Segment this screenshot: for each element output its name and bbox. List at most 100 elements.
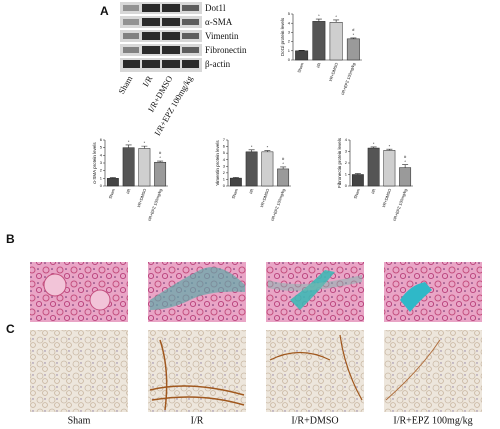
error-bar [157,160,164,163]
x-tick-label: I/R [370,188,376,195]
y-tick-label: 1 [100,175,103,180]
panel-a-blot [120,2,202,72]
y-tick-label: 5 [223,150,226,155]
panel-label: A [100,4,109,18]
y-tick-label: 7 [223,137,226,142]
significance-star: * [159,155,161,160]
significance-star: * [128,139,130,144]
protein-label: α-SMA [205,17,233,27]
x-tick-label: I/R [125,188,131,195]
significance-hash: # [352,27,355,32]
y-axis-title: α-SMA protein levels [92,142,97,184]
significance-hash: # [159,150,162,155]
y-tick-label: 1 [345,172,348,177]
bar [295,50,309,61]
lane-label: Sham [116,74,135,96]
significance-star: * [318,13,320,18]
x-tick-label: I/R+DMSO [381,188,392,208]
x-tick-label: Sham [353,187,362,199]
panel-b-images [30,262,482,322]
x-tick-label: I/R+EPZ 100mg/kg [340,62,356,96]
y-tick-label: 0 [288,57,291,62]
error-bar [354,173,361,175]
y-tick-label: 3 [345,149,348,154]
y-tick-label: 2 [288,39,291,44]
panel-label: C [6,322,15,336]
protein-label: Vimentin [205,31,239,41]
y-axis-title: Vimentin protein levels [215,140,220,186]
y-axis-title: Fibronectin protein levels [337,137,342,188]
y-tick-label: 2 [345,160,348,165]
y-tick-label: 4 [288,20,291,25]
column-label: I/R [191,415,204,426]
error-bar [248,149,255,152]
y-tick-label: 4 [100,152,103,157]
significance-star: * [251,144,253,149]
significance-hash: # [282,156,285,161]
x-tick-label: I/R+EPZ 100mg/kg [147,188,163,222]
error-bar [141,145,148,149]
y-tick-label: 3 [288,29,291,34]
bar [277,168,290,187]
x-tick-label: Sham [231,187,240,199]
error-bar [315,18,322,22]
significance-star: * [353,32,355,37]
error-bar [350,37,357,39]
x-tick-label: I/R [315,62,321,69]
bar [229,177,242,187]
significance-star: * [335,14,337,19]
y-tick-label: 5 [288,11,291,16]
bar [261,151,274,187]
y-tick-label: 4 [345,137,348,142]
x-tick-label: I/R+DMSO [328,62,339,82]
bar [383,150,396,187]
panel-label: B [6,232,15,246]
x-tick-label: I/R+DMSO [259,188,270,208]
y-tick-label: 1 [288,48,291,53]
x-tick-label: I/R+EPZ 100mg/kg [270,188,286,222]
y-tick-label: 2 [223,170,226,175]
error-bar [232,177,239,179]
x-tick-label: I/R+DMSO [136,188,147,208]
x-tick-label: I/R [248,188,254,195]
significance-star: * [404,159,406,164]
error-bar [333,19,340,23]
error-bar [386,148,393,151]
column-label: I/R+EPZ 100mg/kg [393,415,472,426]
panel-c-images [30,330,482,412]
bar [346,38,360,61]
significance-star: * [267,145,269,150]
y-tick-label: 0 [345,183,348,188]
bar [138,148,151,187]
significance-star: * [389,143,391,148]
column-label: I/R+DMSO [291,415,338,426]
column-label: Sham [68,415,91,426]
y-tick-label: 3 [100,160,103,165]
x-tick-label: Sham [108,187,117,199]
y-tick-label: 6 [100,137,103,142]
bar [122,147,135,187]
y-tick-label: 0 [223,183,226,188]
y-tick-label: 2 [100,168,103,173]
x-tick-label: Sham [296,61,305,73]
y-tick-label: 3 [223,163,226,168]
bar [367,147,380,187]
error-bar [370,146,377,149]
significance-star: * [282,161,284,166]
y-tick-label: 1 [223,176,226,181]
error-bar [264,150,271,152]
lane-label: I/R [140,74,154,89]
bar [154,161,167,187]
y-tick-label: 5 [100,145,103,150]
bar [312,21,326,61]
error-bar [280,166,287,169]
bar [245,151,258,187]
bar [106,178,119,187]
protein-label: β-actin [205,59,231,69]
y-tick-label: 4 [223,157,226,162]
significance-star: * [373,141,375,146]
significance-star: * [144,140,146,145]
x-tick-label: I/R+EPZ 100mg/kg [392,188,408,222]
bar [399,167,412,187]
